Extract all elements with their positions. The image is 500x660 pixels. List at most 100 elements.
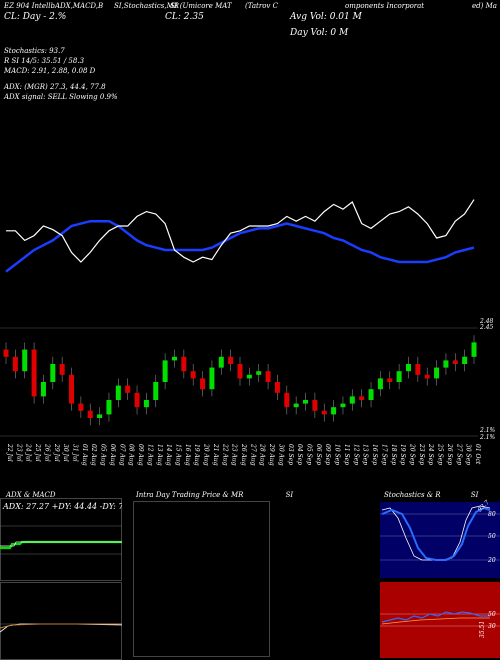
candle-body xyxy=(471,342,477,357)
avg-volume: Avg Vol: 0.01 M xyxy=(290,12,362,22)
rsi-ma-line xyxy=(381,617,490,625)
date-label: 16 Aug xyxy=(184,444,191,466)
candle-body xyxy=(209,367,215,390)
stoch-axis-50: 50 xyxy=(488,533,496,540)
date-label: 27 Sep xyxy=(455,443,462,465)
candle-body xyxy=(171,356,177,361)
date-label: 25 Jul xyxy=(34,443,41,462)
candle-body xyxy=(190,371,196,379)
adx-value: ADX: (MGR) 27.3, 44.4, 77.8 xyxy=(4,83,106,91)
candle-body xyxy=(162,360,168,382)
header-title: EZ 904 IntellbADX,MACD,B xyxy=(4,2,104,10)
candle-body xyxy=(284,392,290,408)
stoch-rsi-panel: 80 50 20 93.7 50 30 35.51 xyxy=(380,499,500,658)
stochastics-value: Stochastics: 93.7 xyxy=(4,47,65,55)
date-label: 27 Aug xyxy=(249,443,256,466)
date-label: 23 Aug xyxy=(231,443,238,466)
date-label: 28 Aug xyxy=(259,443,266,466)
candle-body xyxy=(331,407,337,415)
date-label: 22 Aug xyxy=(221,443,228,466)
candle-body xyxy=(200,378,206,390)
date-label: 02 Aug xyxy=(90,444,97,466)
candle-body xyxy=(50,364,56,382)
candle-body xyxy=(396,371,402,382)
indicator-summary: Stochastics: 93.7 R SI 14/5: 35.51 / 58.… xyxy=(4,46,118,102)
date-label: 12 Aug xyxy=(146,444,153,466)
candle-body xyxy=(237,364,243,379)
date-label: 13 Aug xyxy=(156,444,163,466)
date-label: 07 Aug xyxy=(118,444,125,466)
candle-body xyxy=(218,356,224,368)
intraday-panel-title: Intra Day Trading Price & MR SI xyxy=(136,491,294,499)
candle-body xyxy=(125,385,131,393)
rsi-line xyxy=(381,611,490,623)
date-label: 06 Aug xyxy=(109,444,116,466)
date-label: 17 Sep xyxy=(380,444,387,465)
date-label: 18 Sep xyxy=(390,444,397,465)
candle-body xyxy=(228,356,234,364)
candle-body xyxy=(3,349,9,357)
candle-body xyxy=(265,371,271,382)
date-label: 13 Sep xyxy=(362,444,369,465)
price-ma-chart xyxy=(5,199,475,273)
candle-body xyxy=(143,400,149,408)
date-label: 23 Sep xyxy=(418,443,425,465)
candle-body xyxy=(274,382,280,393)
date-label: 05 Sep xyxy=(306,444,313,465)
candle-body xyxy=(452,360,458,364)
candle-body xyxy=(87,410,93,418)
adx-macd-panel: ADX: 27.27 +DY: 44.44 -DY: 77.78 xyxy=(0,498,122,660)
date-label: 04 Sep xyxy=(296,444,303,465)
date-label: 15 Aug xyxy=(174,444,181,466)
candle-body xyxy=(97,414,103,418)
adx-values-label: ADX: 27.27 +DY: 44.44 -DY: 77.78 xyxy=(2,502,122,511)
macd-value: MACD: 2.91, 2.88, 0.08 D xyxy=(4,67,96,75)
stoch-axis-20: 20 xyxy=(487,557,496,564)
stoch-axis-80: 80 xyxy=(488,511,496,518)
date-label: 05 Aug xyxy=(100,444,107,466)
price-label-top-2: 2.45 xyxy=(479,324,494,331)
candle-body xyxy=(405,364,411,372)
candle-body xyxy=(115,385,121,400)
candle-body xyxy=(153,382,159,400)
candle-body xyxy=(321,410,327,415)
date-label: 30 Jul xyxy=(62,444,69,462)
date-label: 29 Jul xyxy=(53,443,60,462)
rsi-current-value: 35.51 xyxy=(479,621,486,638)
header-title-f: ed) Ma xyxy=(472,2,497,10)
price-line xyxy=(6,199,475,263)
date-axis: 22 Jul 23 Jul 24 Jul 25 Jul 26 Jul 29 Jul 30 J… xyxy=(6,443,481,466)
candle-body xyxy=(415,364,421,375)
date-label: 24 Sep xyxy=(427,443,434,465)
date-label: 11 Sep xyxy=(343,444,350,465)
candle-body xyxy=(181,356,187,372)
date-label: 21 Aug xyxy=(212,443,219,466)
candle-body xyxy=(340,403,346,408)
date-label: 09 Aug xyxy=(137,444,144,466)
candle-body xyxy=(31,349,37,397)
date-label: 29 Aug xyxy=(268,443,275,466)
rsi-axis-50: 50 xyxy=(488,611,496,618)
date-label: 26 Aug xyxy=(240,443,247,466)
price-label-bottom: 2.1% xyxy=(479,427,496,434)
candle-body xyxy=(106,400,112,415)
date-label: 03 Sep xyxy=(287,444,294,465)
candlestick-chart: 2.48 2.45 2.1% 2.1% xyxy=(0,318,496,441)
candle-body xyxy=(462,356,468,364)
date-label: 31 Jul xyxy=(72,444,79,462)
date-label: 09 Sep xyxy=(324,444,331,465)
date-label: 19 Sep xyxy=(399,444,406,465)
candle-body xyxy=(368,389,374,400)
candle-body xyxy=(69,374,75,404)
ticker-close: CL: 2.35 xyxy=(165,12,204,22)
candle-body xyxy=(12,356,18,372)
candle-body xyxy=(22,349,28,372)
rsi-value: R SI 14/5: 35.51 / 58.3 xyxy=(4,57,85,65)
plus-dy-line xyxy=(0,541,122,547)
candle-body xyxy=(303,400,309,404)
candle-body xyxy=(387,378,393,382)
header-title-d: (Tatrov C xyxy=(245,2,278,10)
adx-signal: ADX signal: SELL Slowing 0.9% xyxy=(4,93,118,101)
date-label: 20 Sep xyxy=(408,443,415,465)
date-label: 14 Aug xyxy=(165,444,172,466)
